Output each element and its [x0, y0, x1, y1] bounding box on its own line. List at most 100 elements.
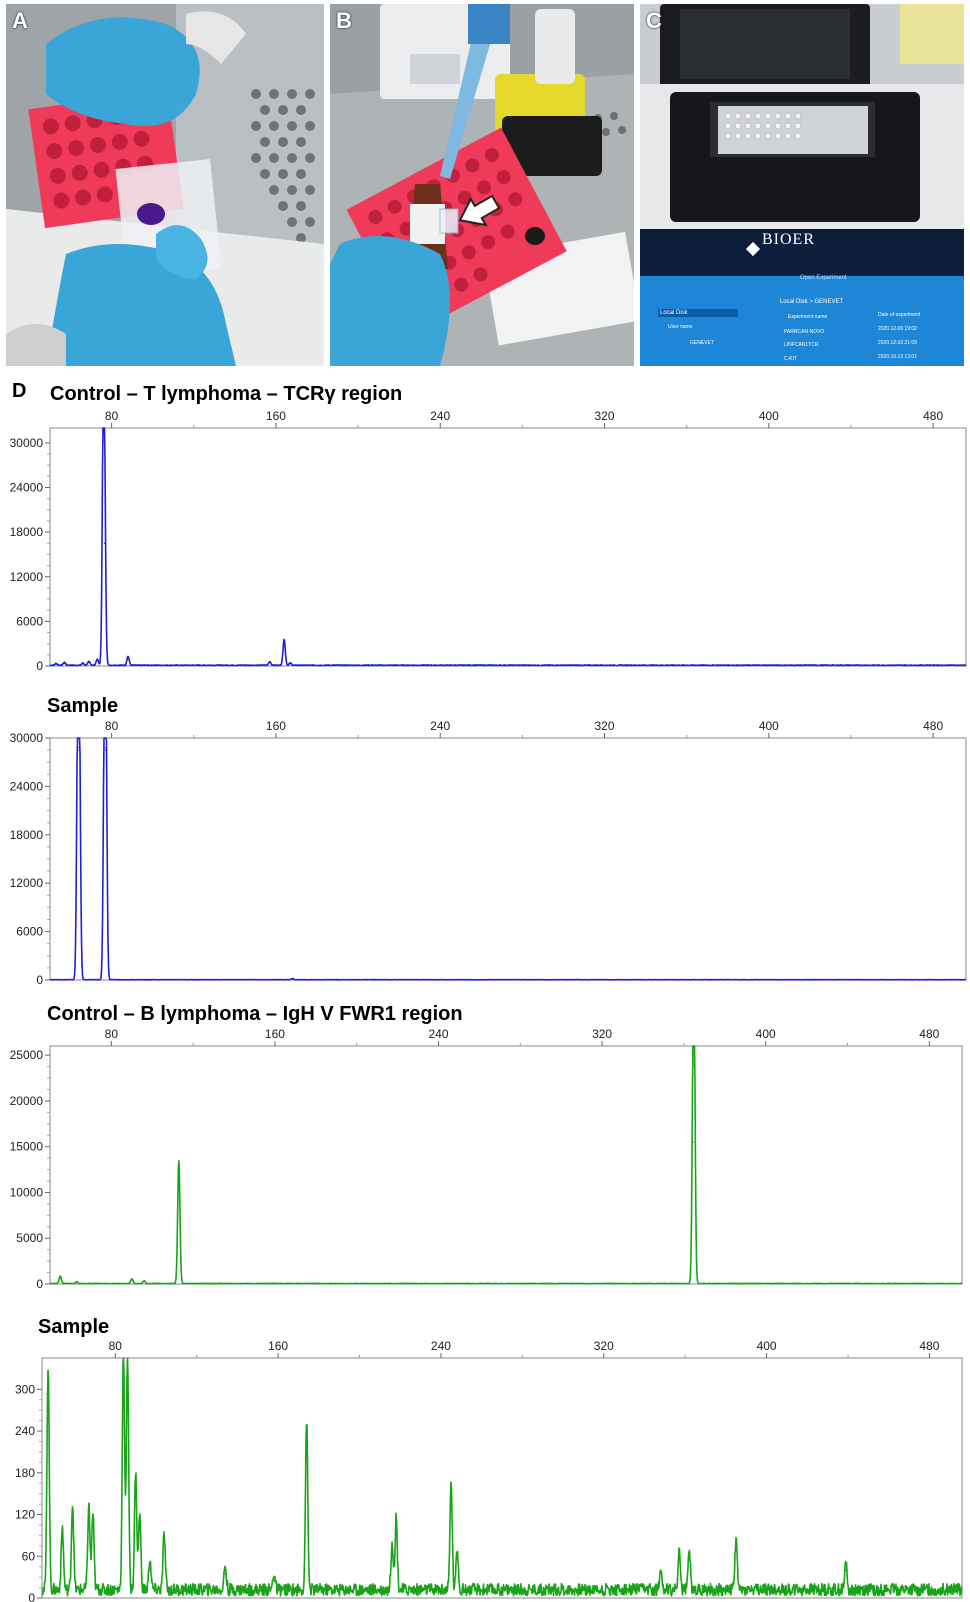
y-tick-label-3-5: 300: [15, 1382, 35, 1396]
peak-point-3-11: [224, 1572, 226, 1575]
plot-frame-0: [49, 427, 967, 667]
y-tick-label-0-5: 30000: [10, 436, 44, 450]
chart-0: Control – T lymphoma – TCRγ region 80 160 2…: [10, 383, 967, 673]
photo-panels: A: [0, 0, 970, 370]
signal-trace-1: [49, 737, 967, 981]
y-tick-label-3-0: 0: [28, 1591, 35, 1602]
y-tick-label-1-4: 24000: [10, 779, 44, 793]
peak-point-3-12: [273, 1579, 275, 1582]
device-experiment-2[interactable]: C-KIT: [784, 356, 798, 362]
x-tick-label-0-4: 400: [759, 409, 779, 423]
device-brand: BIOER: [762, 231, 815, 248]
x-tick-label-2-3: 320: [592, 1027, 612, 1041]
x-tick-label-3-4: 400: [757, 1339, 777, 1353]
y-tick-label-2-2: 10000: [10, 1185, 44, 1199]
x-tick-label-0-0: 80: [105, 409, 119, 423]
peak-point-3-17: [456, 1555, 459, 1558]
y-tick-label-2-1: 5000: [16, 1231, 43, 1245]
peak-point-3-5: [122, 1357, 125, 1359]
y-tick-label-0-0: 0: [36, 659, 43, 673]
x-tick-label-1-5: 480: [923, 719, 943, 733]
x-tick-label-2-1: 160: [265, 1027, 285, 1041]
peak-point-2-0: [59, 1275, 62, 1278]
peak-point-1-0: [76, 746, 79, 749]
device-screen-header: Open Experiment: [800, 275, 847, 281]
peak-point-3-18: [659, 1572, 662, 1575]
plot-frame-1: [49, 737, 967, 981]
y-tick-label-1-5: 30000: [10, 731, 44, 745]
y-tick-label-2-5: 25000: [10, 1048, 44, 1062]
device-experiment-1[interactable]: LINFCAN1TCR: [784, 342, 819, 348]
peak-point-3-9: [149, 1565, 151, 1568]
peak-point-0-4: [96, 659, 99, 661]
peak-point-2-5: [693, 1063, 695, 1066]
x-tick-label-2-5: 480: [919, 1027, 939, 1041]
signal-trace-2: [49, 1045, 963, 1285]
peak-point-3-10: [163, 1541, 165, 1544]
panel-label-c: C: [646, 8, 662, 33]
y-tick-label-1-1: 6000: [16, 925, 43, 939]
y-tick-label-3-4: 240: [15, 1424, 35, 1438]
y-tick-label-3-3: 180: [15, 1466, 35, 1480]
x-tick-label-2-0: 80: [105, 1027, 119, 1041]
device-col-experiment: Experiment name: [788, 314, 828, 320]
x-tick-label-3-0: 80: [109, 1339, 123, 1353]
peak-point-2-2: [130, 1278, 133, 1281]
peak-point-1-2: [103, 746, 106, 749]
peak-point-0-8: [268, 661, 271, 664]
peak-point-1-4: [291, 977, 294, 980]
peak-point-2-3: [143, 1280, 145, 1283]
chart-1: Sample 80 160 240 320 400 480 0 6000 12000 18000 24…: [10, 695, 967, 987]
peak-point-3-16: [450, 1489, 452, 1491]
y-tick-label-3-1: 60: [22, 1549, 36, 1563]
photo-panel-a: A: [6, 4, 324, 366]
y-tick-label-0-2: 12000: [10, 570, 44, 584]
device-path: Local Disk > GENEVET: [780, 299, 844, 305]
x-tick-label-1-1: 160: [266, 719, 286, 733]
x-tick-label-1-2: 240: [430, 719, 450, 733]
panel-label-d: D: [12, 380, 27, 402]
y-tick-label-0-1: 6000: [16, 614, 43, 628]
y-tick-label-1-2: 12000: [10, 876, 44, 890]
peak-point-3-22: [845, 1569, 847, 1571]
peak-point-0-5: [102, 427, 105, 429]
peak-point-2-6: [692, 1141, 694, 1143]
device-col-user: User name: [668, 324, 693, 330]
peak-point-0-10: [289, 662, 292, 665]
peak-point-0-2: [82, 662, 84, 665]
y-tick-label-1-0: 0: [36, 973, 43, 987]
panel-label-a: A: [12, 8, 28, 33]
x-tick-label-2-2: 240: [429, 1027, 449, 1041]
photo-panel-c: C BIOER Open Experiment Local Disk Local…: [640, 4, 964, 366]
panel-label-b: B: [336, 8, 352, 33]
peak-point-3-21: [735, 1545, 737, 1547]
device-screen: BIOER Open Experiment Local Disk Local D…: [640, 229, 964, 366]
device-experiment-0[interactable]: PARRCAN NOVO: [784, 329, 825, 335]
peak-point-3-14: [391, 1548, 393, 1551]
signal-trace-3: [41, 1357, 963, 1597]
photo-panel-b: B: [330, 4, 634, 366]
device-date-1: 2020.12.03 21:09: [878, 340, 917, 346]
device-user[interactable]: GENEVET: [690, 340, 714, 346]
peak-point-3-6: [126, 1360, 129, 1363]
peak-point-3-3: [88, 1513, 90, 1516]
peak-point-0-0: [55, 663, 57, 665]
peak-point-3-4: [92, 1520, 94, 1523]
chart-2: Control – B lymphoma – IgH V FWR1 region…: [10, 1003, 963, 1291]
peak-point-3-2: [71, 1510, 74, 1512]
x-tick-label-3-5: 480: [919, 1339, 939, 1353]
chart-title-1: Sample: [47, 695, 118, 717]
plot-frame-2: [49, 1045, 963, 1285]
x-tick-label-0-2: 240: [430, 409, 450, 423]
peak-point-0-3: [88, 661, 90, 664]
x-tick-label-0-1: 160: [266, 409, 286, 423]
y-tick-label-2-3: 15000: [10, 1140, 44, 1154]
peak-point-3-1: [61, 1534, 64, 1537]
peak-point-3-13: [305, 1426, 308, 1429]
x-tick-label-1-0: 80: [105, 719, 119, 733]
peak-point-3-19: [678, 1558, 680, 1561]
peak-point-1-3: [105, 749, 107, 751]
device-location[interactable]: Local Disk: [658, 309, 738, 317]
plot-frame-3: [41, 1357, 963, 1599]
